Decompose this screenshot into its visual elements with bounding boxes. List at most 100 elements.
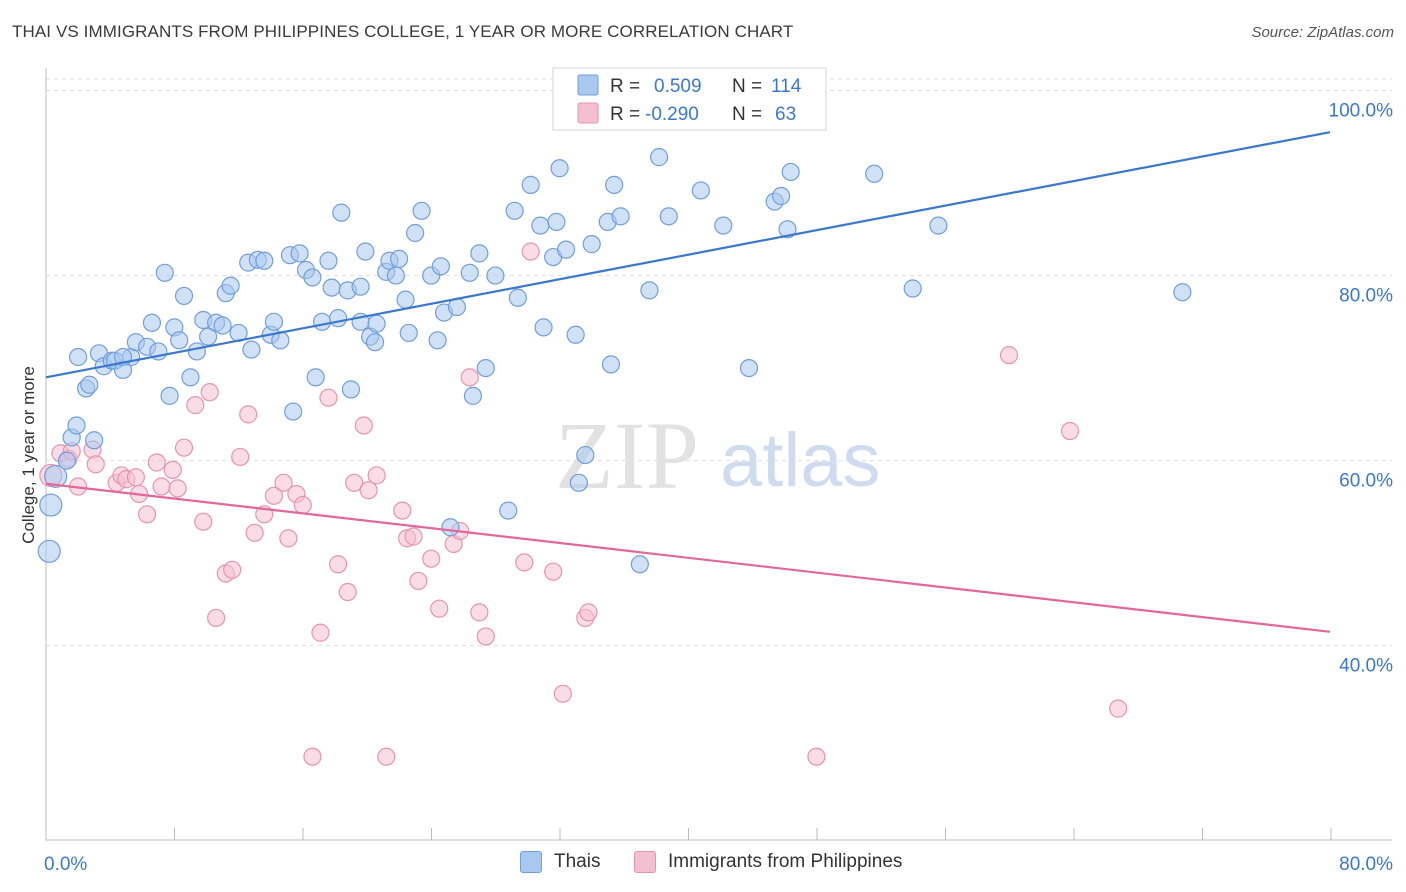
data-point-thais [605, 175, 624, 194]
data-point-philippines [231, 447, 250, 467]
data-point-philippines [168, 479, 187, 498]
data-point-thais [367, 314, 386, 333]
x-tick-labels: 0.0% 80.0% [44, 854, 1393, 875]
data-point-philippines [279, 529, 298, 548]
data-point-thais [739, 358, 759, 378]
data-point-thais [365, 333, 385, 352]
data-point-thais [521, 175, 540, 194]
data-point-philippines [186, 396, 205, 415]
data-point-thais [80, 375, 99, 394]
data-point-philippines [515, 553, 534, 572]
legend-swatch-philippines [634, 851, 656, 873]
data-point-thais [44, 464, 68, 488]
data-point-philippines [126, 468, 145, 487]
data-point-philippines [163, 460, 182, 479]
stats-n-value-thais: 114 [771, 76, 802, 97]
data-point-thais [771, 186, 791, 206]
data-point-thais [160, 386, 179, 405]
data-point-thais [264, 312, 284, 331]
data-point-thais [476, 358, 495, 378]
data-point-thais [569, 473, 588, 492]
data-point-philippines [354, 416, 373, 435]
stats-r-value-philippines: -0.290 [645, 104, 699, 125]
data-point-philippines [200, 383, 219, 402]
data-point-thais [312, 312, 332, 331]
data-point-thais [463, 386, 483, 405]
data-point-philippines [329, 555, 348, 574]
y-axis-label: College, 1 year or more [19, 366, 38, 544]
data-point-thais [534, 318, 553, 337]
series-legend: Thais Immigrants from Philippines [0, 851, 1406, 877]
axes [45, 68, 1392, 841]
watermark-atlas-text: atlas [720, 418, 881, 503]
data-point-thais [322, 278, 341, 297]
data-point-philippines [86, 455, 105, 474]
data-point-thais [556, 240, 576, 259]
data-point-philippines [138, 505, 157, 524]
legend-label-thais: Thais [554, 851, 601, 872]
data-point-thais [499, 501, 518, 520]
stats-swatch-philippines [577, 102, 599, 124]
data-point-philippines [147, 453, 166, 472]
data-point-thais [181, 368, 200, 387]
data-point-thais [329, 309, 348, 328]
data-point-thais [174, 286, 194, 306]
trend-line-philippines [45, 482, 1331, 633]
data-point-philippines [460, 368, 479, 387]
data-point-philippines [1060, 421, 1080, 441]
y-tick-label: 40.0% [1339, 656, 1393, 677]
data-point-thais [531, 216, 550, 235]
trend-line-thais [45, 131, 1331, 379]
data-point-thais [406, 223, 425, 243]
data-point-philippines [194, 512, 213, 531]
data-point-thais [630, 555, 649, 574]
data-point-thais [412, 201, 431, 220]
data-point-philippines [359, 481, 378, 500]
data-point-thais [85, 431, 104, 450]
stats-n-label-thais: N = [732, 76, 762, 97]
data-point-thais [386, 266, 405, 285]
data-point-thais [221, 276, 240, 295]
data-point-thais [57, 451, 76, 470]
data-point-philippines [393, 501, 412, 520]
data-point-philippines [223, 560, 242, 579]
data-point-thais [576, 445, 595, 465]
zipatlas-watermark: ZIP atlas [555, 402, 881, 509]
legend-item-philippines[interactable]: Immigrants from Philippines [634, 851, 902, 873]
data-point-philippines [807, 747, 826, 766]
chart-title: THAI VS IMMIGRANTS FROM PHILIPPINES COLL… [12, 22, 794, 41]
data-point-thais [441, 518, 460, 537]
data-point-philippines [470, 603, 489, 622]
data-point-thais [714, 216, 733, 235]
data-point-thais [68, 347, 88, 367]
stats-n-value-philippines: 63 [775, 104, 796, 125]
data-point-philippines [521, 242, 540, 261]
data-point-thais [640, 281, 659, 300]
data-point-philippines [579, 603, 598, 622]
data-point-thais [929, 216, 948, 235]
data-point-thais [470, 244, 489, 263]
data-point-thais [319, 251, 338, 270]
data-point-thais [659, 207, 678, 226]
data-point-philippines [476, 627, 495, 646]
data-point-philippines [319, 388, 338, 407]
data-point-thais [611, 207, 630, 226]
data-point-thais [39, 493, 63, 517]
data-point-philippines [152, 477, 171, 496]
data-point-philippines [544, 562, 563, 581]
legend-item-thais[interactable]: Thais [520, 851, 600, 873]
stats-r-label-thais: R = [610, 76, 640, 97]
data-point-thais [566, 325, 585, 344]
data-point-thais [332, 203, 351, 222]
data-point-thais [255, 251, 274, 270]
data-point-philippines [303, 747, 322, 766]
data-point-thais [37, 539, 61, 563]
data-point-thais [142, 313, 162, 332]
data-point-thais [428, 331, 447, 350]
stats-legend: R = 0.509 N = 114 R = -0.290 N = 63 [552, 67, 827, 131]
stats-r-label-philippines: R = [610, 104, 640, 125]
data-point-philippines [311, 623, 330, 642]
y-tick-label: 100.0% [1329, 101, 1394, 122]
data-point-thais [505, 201, 524, 220]
data-point-thais [1173, 283, 1192, 302]
